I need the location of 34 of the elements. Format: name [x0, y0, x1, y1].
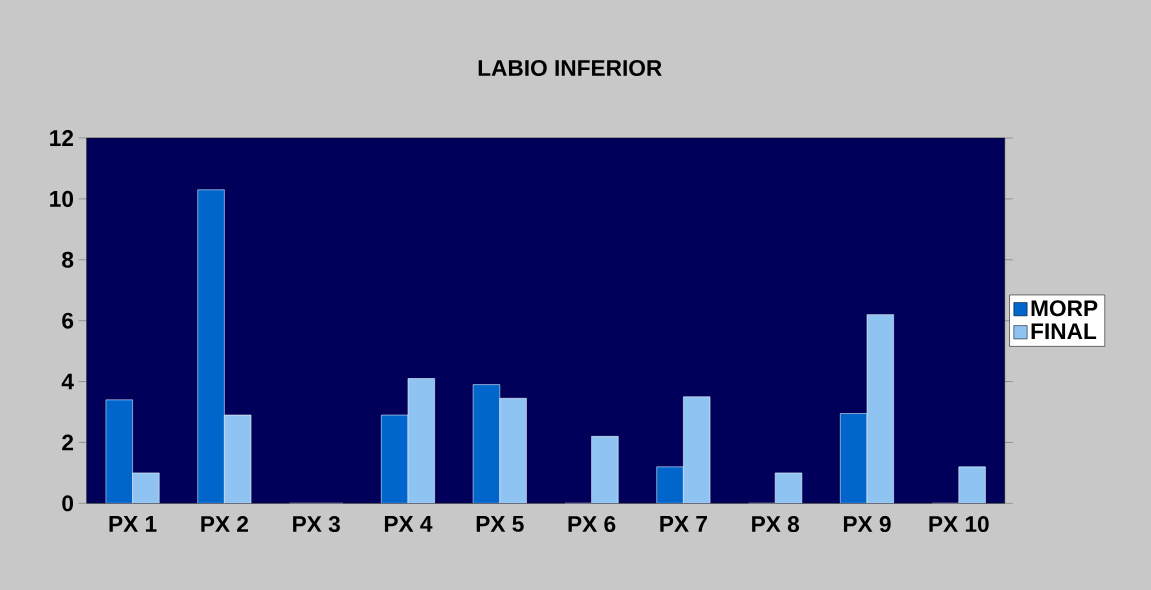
x-tick-label: PX 6	[568, 516, 616, 533]
x-tick-label: PX 1	[109, 516, 157, 532]
bar	[197, 189, 225, 504]
x-tick-label: PX 5	[476, 516, 524, 532]
bar	[381, 415, 408, 504]
bar	[132, 472, 160, 504]
bar	[656, 466, 684, 504]
y-tick-label: 12	[50, 130, 74, 146]
legend-label: MORP	[1031, 300, 1098, 317]
bar	[683, 396, 711, 504]
x-tick-label: PX 8	[752, 516, 800, 533]
bar	[224, 415, 252, 504]
x-tick-label: PX 4	[384, 516, 433, 532]
y-tick-label: 8	[62, 251, 74, 268]
y-tick-label: 6	[62, 312, 74, 329]
chart-title: LABIO INFERIOR	[478, 59, 662, 77]
x-tick-label: PX 10	[929, 516, 989, 533]
bar	[473, 384, 500, 504]
y-tick-label: 4	[61, 373, 74, 390]
bar	[499, 398, 527, 504]
y-tick-label: 10	[50, 190, 74, 207]
x-tick-label: PX 9	[843, 516, 891, 533]
x-tick-label: PX 3	[293, 516, 340, 533]
legend-label: FINAL	[1031, 323, 1097, 340]
x-tick-label: PX 7	[660, 516, 707, 532]
bar	[105, 399, 133, 504]
bar	[866, 314, 894, 504]
y-tick-label: 0	[62, 495, 74, 512]
bar	[407, 378, 435, 504]
bar	[591, 436, 619, 504]
x-tick-label: PX 2	[201, 516, 249, 532]
bar	[840, 413, 867, 504]
y-tick-label: 2	[62, 434, 74, 451]
bar	[958, 466, 986, 504]
